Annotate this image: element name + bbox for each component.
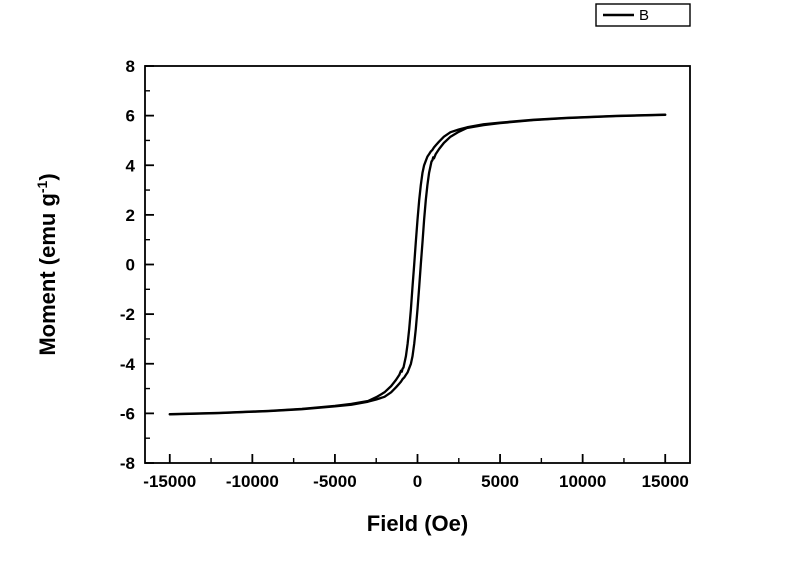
series-line-B-descending-branch — [168, 113, 667, 416]
legend: B — [595, 3, 691, 27]
y-tick-label: 6 — [126, 107, 135, 126]
y-tick-label: -2 — [120, 305, 135, 324]
y-tick-label: 4 — [126, 156, 136, 175]
legend-entry-label: B — [639, 7, 649, 24]
y-tick-label: 0 — [126, 256, 135, 275]
axis-tick-labels: -15000 -10000 -5000 0 5000 10000 15000 -8 -6 -4 -2… — [120, 57, 689, 491]
x-tick-label: 5000 — [481, 472, 519, 491]
x-tick-label: 10000 — [559, 472, 606, 491]
y-tick-label: -4 — [120, 355, 136, 374]
x-tick-label: 0 — [413, 472, 422, 491]
y-axis-title-part: -1 — [34, 180, 50, 193]
axis-ticks — [145, 65, 667, 464]
y-axis-title-part: Moment (emu g — [35, 193, 60, 356]
data-series — [168, 113, 667, 416]
series-line-B-ascending-branch — [168, 113, 667, 416]
x-tick-label: -5000 — [313, 472, 356, 491]
x-tick-label: -15000 — [143, 472, 196, 491]
x-tick-label: 15000 — [642, 472, 689, 491]
x-axis-title: Field (Oe) — [367, 511, 468, 536]
y-tick-label: 8 — [126, 57, 135, 76]
y-axis-title-part: ) — [35, 173, 60, 180]
y-tick-label: -6 — [120, 404, 135, 423]
legend-box — [595, 3, 691, 27]
y-tick-label: -8 — [120, 454, 135, 473]
y-tick-label: 2 — [126, 206, 135, 225]
x-tick-label: -10000 — [226, 472, 279, 491]
y-axis-title: Moment (emu g-1) — [34, 173, 60, 355]
plot-frame — [144, 65, 691, 464]
